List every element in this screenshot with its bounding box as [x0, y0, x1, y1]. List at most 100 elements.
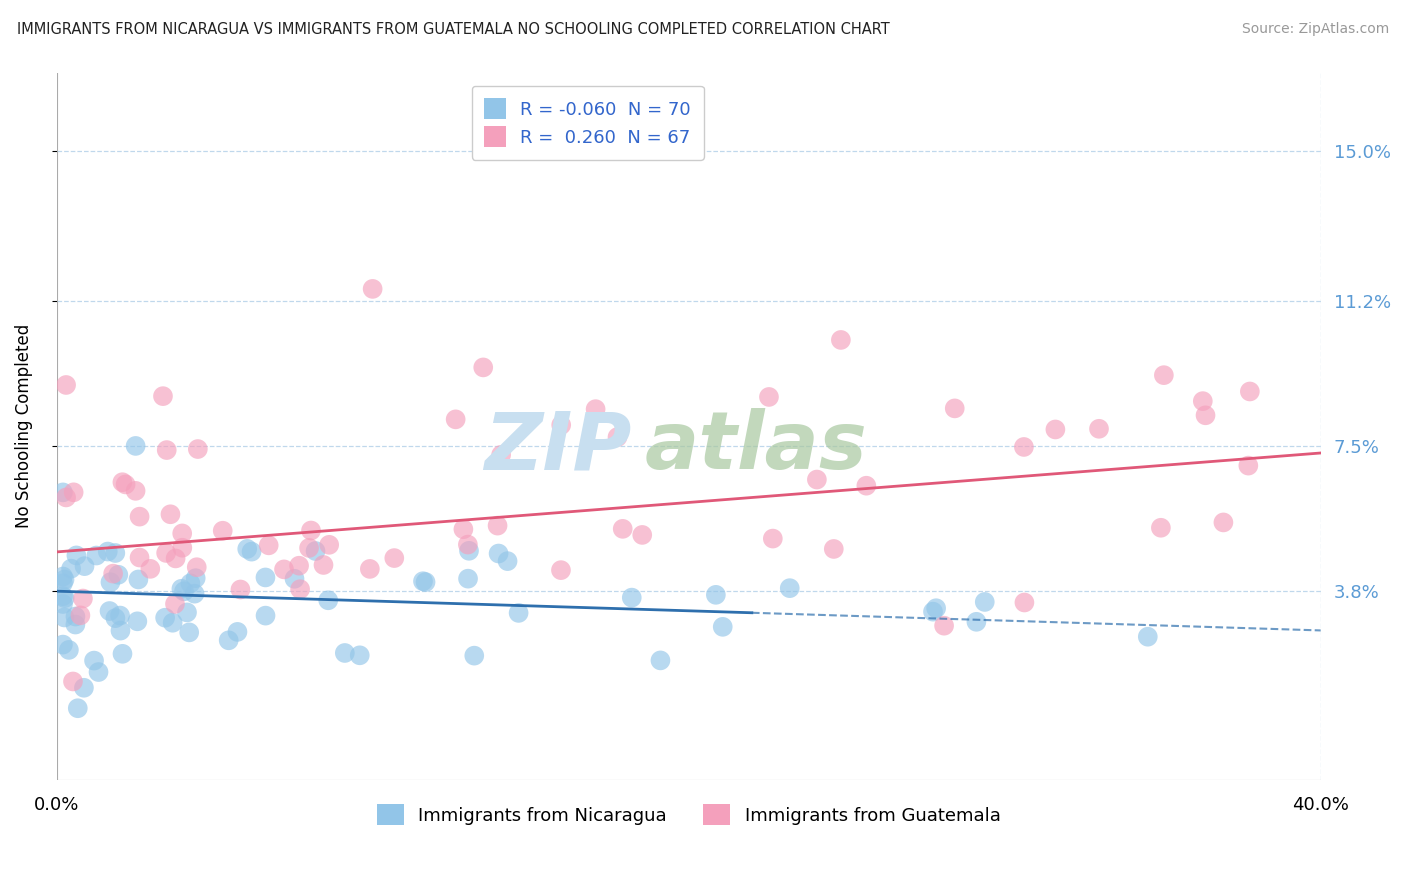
Point: [349, 648, 371, 663]
Point: [457, 572, 479, 586]
Point: [187, 442, 209, 456]
Point: [52, 597, 75, 611]
Point: [53, 591, 76, 606]
Point: [62, 674, 84, 689]
Point: [1194, 409, 1216, 423]
Point: [550, 417, 572, 432]
Point: [186, 560, 208, 574]
Point: [382, 551, 405, 566]
Point: [288, 558, 311, 573]
Point: [111, 475, 134, 490]
Point: [83, 654, 105, 668]
Point: [650, 653, 672, 667]
Point: [1191, 394, 1213, 409]
Point: [316, 593, 339, 607]
Point: [496, 554, 519, 568]
Point: [288, 582, 311, 597]
Point: [52, 485, 75, 500]
Point: [65, 617, 87, 632]
Point: [53, 610, 76, 624]
Point: [486, 518, 509, 533]
Point: [508, 606, 530, 620]
Point: [453, 522, 475, 536]
Point: [73, 559, 96, 574]
Point: [73, 681, 96, 695]
Point: [925, 601, 948, 615]
Point: [612, 522, 634, 536]
Text: Source: ZipAtlas.com: Source: ZipAtlas.com: [1241, 22, 1389, 37]
Point: [183, 587, 205, 601]
Point: [457, 538, 479, 552]
Point: [779, 581, 801, 595]
Point: [52, 589, 75, 603]
Point: [170, 582, 193, 596]
Point: [104, 546, 127, 560]
Point: [240, 544, 263, 558]
Point: [489, 448, 512, 462]
Point: [218, 633, 240, 648]
Point: [620, 591, 643, 605]
Point: [52, 576, 75, 591]
Point: [173, 584, 195, 599]
Point: [254, 570, 277, 584]
Point: [60, 561, 83, 575]
Point: [97, 544, 120, 558]
Point: [488, 547, 510, 561]
Point: [973, 595, 995, 609]
Point: [152, 389, 174, 403]
Point: [155, 546, 177, 560]
Point: [412, 574, 434, 589]
Point: [631, 528, 654, 542]
Point: [114, 477, 136, 491]
Point: [179, 576, 201, 591]
Point: [139, 562, 162, 576]
Point: [304, 544, 326, 558]
Point: [127, 573, 149, 587]
Point: [66, 701, 89, 715]
Point: [585, 402, 607, 417]
Point: [211, 524, 233, 538]
Point: [165, 551, 187, 566]
Point: [101, 566, 124, 581]
Point: [111, 647, 134, 661]
Point: [53, 573, 76, 587]
Point: [226, 624, 249, 639]
Point: [156, 443, 179, 458]
Point: [1153, 368, 1175, 383]
Point: [463, 648, 485, 663]
Point: [128, 550, 150, 565]
Point: [943, 401, 966, 416]
Point: [100, 575, 122, 590]
Point: [153, 610, 176, 624]
Point: [1237, 458, 1260, 473]
Text: IMMIGRANTS FROM NICARAGUA VS IMMIGRANTS FROM GUATEMALA NO SCHOOLING COMPLETED CO: IMMIGRANTS FROM NICARAGUA VS IMMIGRANTS …: [17, 22, 890, 37]
Point: [312, 558, 335, 572]
Point: [830, 333, 852, 347]
Point: [855, 479, 877, 493]
Point: [52, 638, 75, 652]
Point: [1150, 521, 1173, 535]
Point: [758, 390, 780, 404]
Point: [361, 282, 384, 296]
Point: [162, 615, 184, 630]
Point: [172, 541, 194, 555]
Point: [299, 524, 322, 538]
Point: [127, 615, 149, 629]
Point: [415, 575, 437, 590]
Point: [359, 562, 381, 576]
Point: [65, 549, 87, 563]
Point: [444, 412, 467, 426]
Point: [124, 439, 146, 453]
Point: [333, 646, 356, 660]
Point: [87, 665, 110, 679]
Point: [1212, 516, 1234, 530]
Point: [1088, 422, 1111, 436]
Point: [1014, 595, 1036, 609]
Point: [283, 572, 305, 586]
Point: [163, 597, 186, 611]
Point: [124, 483, 146, 498]
Point: [806, 473, 828, 487]
Point: [52, 569, 75, 583]
Point: [932, 618, 955, 632]
Point: [1012, 440, 1035, 454]
